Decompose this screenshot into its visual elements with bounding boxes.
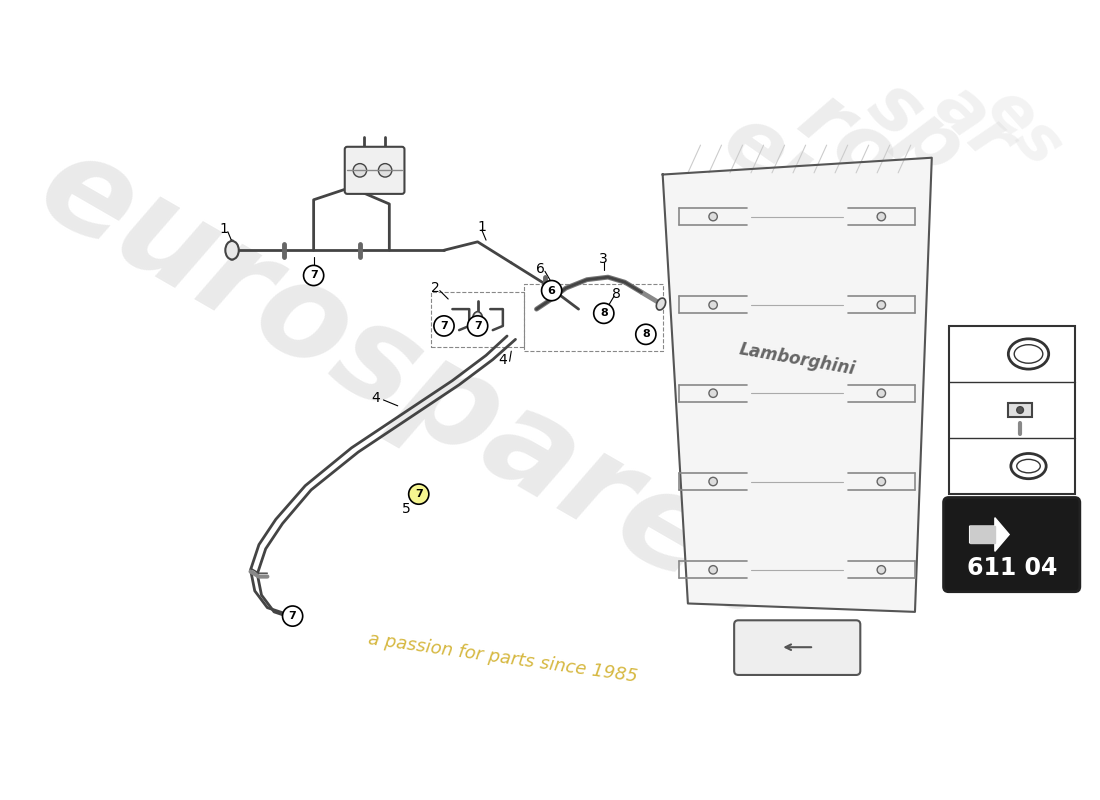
Circle shape xyxy=(708,478,717,486)
Text: 7: 7 xyxy=(415,489,422,499)
Text: a passion for parts since 1985: a passion for parts since 1985 xyxy=(367,630,639,686)
Circle shape xyxy=(877,301,886,309)
Circle shape xyxy=(594,303,614,323)
Circle shape xyxy=(877,566,886,574)
Circle shape xyxy=(708,212,717,221)
Text: 8: 8 xyxy=(962,346,972,362)
Text: 7: 7 xyxy=(288,611,297,621)
Text: 611 04: 611 04 xyxy=(967,556,1057,580)
Text: eu: eu xyxy=(707,98,854,234)
Text: 4: 4 xyxy=(498,353,507,366)
Text: ro: ro xyxy=(782,77,913,205)
Text: 3: 3 xyxy=(600,252,608,266)
Ellipse shape xyxy=(657,298,665,310)
Circle shape xyxy=(708,389,717,398)
Bar xyxy=(431,292,524,347)
Circle shape xyxy=(378,164,392,177)
Ellipse shape xyxy=(473,312,483,326)
Text: ar: ar xyxy=(922,72,1026,177)
FancyBboxPatch shape xyxy=(344,146,405,194)
Text: es: es xyxy=(974,78,1075,179)
Circle shape xyxy=(353,164,366,177)
Text: 8: 8 xyxy=(600,308,607,318)
Circle shape xyxy=(877,389,886,398)
Circle shape xyxy=(1016,406,1023,414)
Circle shape xyxy=(877,478,886,486)
Circle shape xyxy=(433,316,454,336)
Ellipse shape xyxy=(226,241,239,259)
Circle shape xyxy=(541,281,562,301)
Circle shape xyxy=(304,266,323,286)
Bar xyxy=(1009,403,1032,417)
Polygon shape xyxy=(969,526,994,543)
FancyBboxPatch shape xyxy=(734,620,860,675)
Text: 4: 4 xyxy=(372,391,381,406)
Text: 1: 1 xyxy=(219,222,228,236)
Text: 6: 6 xyxy=(537,262,546,276)
Circle shape xyxy=(283,606,302,626)
Circle shape xyxy=(877,212,886,221)
Text: eurospares: eurospares xyxy=(18,121,804,649)
Text: sp: sp xyxy=(852,67,977,190)
Text: 5: 5 xyxy=(402,502,410,516)
Circle shape xyxy=(636,324,656,345)
Text: 7: 7 xyxy=(962,402,972,418)
Circle shape xyxy=(708,301,717,309)
Text: 2: 2 xyxy=(431,281,440,295)
FancyBboxPatch shape xyxy=(944,498,1080,592)
Text: 7: 7 xyxy=(440,321,448,331)
Polygon shape xyxy=(662,158,932,612)
Bar xyxy=(524,284,662,351)
Text: 8: 8 xyxy=(612,287,620,301)
Text: 8: 8 xyxy=(642,330,650,339)
Circle shape xyxy=(708,566,717,574)
Text: 7: 7 xyxy=(310,270,318,281)
Bar xyxy=(948,326,1075,494)
Text: 6: 6 xyxy=(548,286,556,296)
Text: Lamborghini: Lamborghini xyxy=(738,341,857,378)
Circle shape xyxy=(409,484,429,504)
Text: 1: 1 xyxy=(477,220,486,234)
Text: 6: 6 xyxy=(962,458,972,474)
Polygon shape xyxy=(969,518,1009,551)
Text: 7: 7 xyxy=(474,321,482,331)
Circle shape xyxy=(468,316,487,336)
